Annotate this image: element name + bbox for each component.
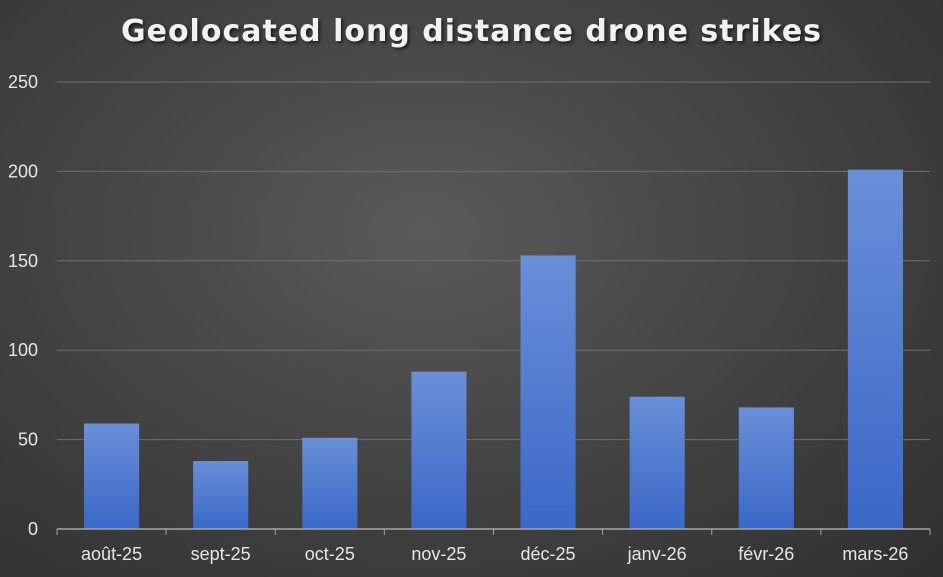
x-tick-label: mars-26 xyxy=(842,544,908,564)
gridlines xyxy=(57,81,930,441)
bar-6[interactable] xyxy=(738,407,794,529)
x-tick-label: oct-25 xyxy=(305,544,355,564)
x-tick-label: déc-25 xyxy=(521,544,576,564)
bar-2[interactable] xyxy=(302,437,358,529)
bar-3[interactable] xyxy=(411,371,467,529)
y-tick-label: 50 xyxy=(18,430,38,450)
bar-4[interactable] xyxy=(520,255,576,529)
x-tick-label: févr-26 xyxy=(738,544,794,564)
bar-7[interactable] xyxy=(847,169,903,529)
x-tick-label: nov-25 xyxy=(411,544,466,564)
x-tick-label: janv-26 xyxy=(627,544,687,564)
y-tick-label: 200 xyxy=(8,161,38,181)
bar-1[interactable] xyxy=(193,461,249,529)
x-tick-label: sept-25 xyxy=(191,544,251,564)
bars xyxy=(84,169,903,529)
y-tick-label: 0 xyxy=(28,519,38,539)
axes: 0 50 100 150 200 250 août-25 sept-25 oct-25 nov-2… xyxy=(8,72,931,564)
bar-0[interactable] xyxy=(84,423,140,529)
bar-5[interactable] xyxy=(629,396,685,529)
y-tick-label: 150 xyxy=(8,251,38,271)
chart-title: Geolocated long distance drone strikes xyxy=(120,14,823,49)
y-tick-label: 250 xyxy=(8,72,38,92)
y-tick-label: 100 xyxy=(8,340,38,360)
x-tick-label: août-25 xyxy=(81,544,142,564)
